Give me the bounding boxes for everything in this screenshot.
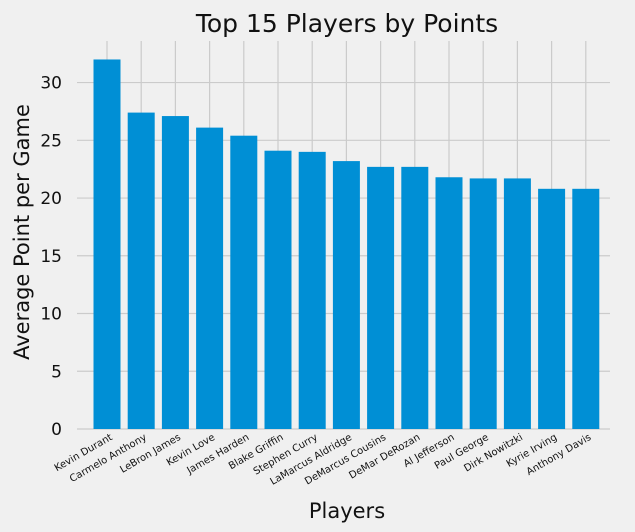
bar-demarcus-cousins [367,166,395,429]
y-axis-label: Average Point per Game [10,104,34,360]
bar-demar-derozan [401,166,429,429]
y-tick-label: 25 [40,131,62,151]
y-tick-label: 20 [40,189,62,209]
bar-carmelo-anthony [127,112,155,429]
bar-stephen-curry [298,151,326,429]
y-tick-label: 15 [40,247,62,267]
y-tick-labels: 0 5 10 15 20 25 30 [40,74,62,440]
bar-blake-griffin [264,150,292,429]
bar-james-harden [230,135,258,429]
y-tick-label: 10 [40,305,62,325]
x-axis-label: Players [309,499,385,523]
bar-lamarcus-aldridge [332,161,360,429]
bar-kevin-love [196,127,224,429]
bar-dirk-nowitzki [503,178,531,429]
bars [93,59,600,430]
bar-anthony-davis [572,188,600,429]
bar-kevin-durant [93,59,121,429]
chart-title: Top 15 Players by Points [195,9,498,38]
y-tick-label: 0 [51,420,62,440]
bar-al-jefferson [435,177,463,429]
bar-lebron-james [161,116,189,430]
bar-kyrie-irving [538,188,566,429]
bar-paul-george [469,178,497,429]
y-tick-label: 30 [40,74,62,94]
y-tick-label: 5 [51,362,62,382]
